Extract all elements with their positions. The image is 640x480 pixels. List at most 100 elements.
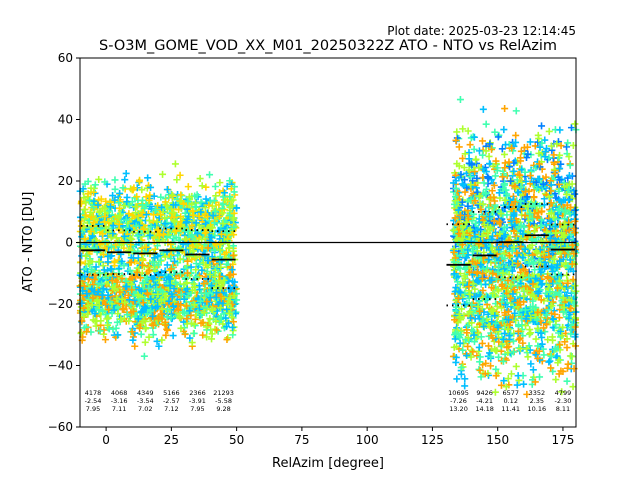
bin-count-label: 6577 (502, 389, 519, 397)
data-point (481, 370, 489, 378)
data-point (522, 282, 530, 290)
data-point (520, 223, 528, 231)
data-point (140, 225, 148, 233)
data-point (482, 189, 490, 197)
data-point (506, 294, 514, 302)
data-point (523, 345, 531, 353)
data-point (505, 308, 513, 316)
data-point (478, 317, 486, 325)
data-point (196, 286, 204, 294)
data-point (547, 199, 555, 207)
data-point (454, 294, 462, 302)
data-point (482, 120, 490, 128)
data-point (101, 336, 109, 344)
data-point (478, 339, 486, 347)
data-point (563, 364, 571, 372)
data-point (142, 211, 150, 219)
data-point (115, 204, 123, 212)
data-point (90, 276, 98, 284)
data-point (184, 257, 192, 265)
data-point (171, 218, 179, 226)
data-point (505, 251, 513, 259)
data-point (223, 323, 231, 331)
data-point (90, 184, 98, 192)
data-point (504, 276, 512, 284)
data-point (461, 300, 469, 308)
data-point (132, 209, 140, 217)
data-point (535, 160, 543, 168)
data-point (529, 317, 537, 325)
data-point (206, 198, 214, 206)
data-point (536, 373, 544, 381)
data-point (461, 150, 469, 158)
data-point (145, 196, 153, 204)
data-point (198, 266, 206, 274)
data-point (201, 204, 209, 212)
data-point (147, 183, 155, 191)
data-point (559, 294, 567, 302)
data-point (181, 330, 189, 338)
data-point (219, 220, 227, 228)
data-point (118, 241, 126, 249)
data-point (538, 280, 546, 288)
data-point (173, 176, 181, 184)
data-point (540, 195, 548, 203)
data-point (536, 143, 544, 151)
data-point (472, 156, 480, 164)
bin-mean-label: 2.35 (530, 397, 544, 405)
data-point (165, 297, 173, 305)
data-point (523, 154, 531, 162)
data-point (521, 306, 529, 314)
data-point (145, 216, 153, 224)
data-point (494, 164, 502, 172)
data-point (531, 223, 539, 231)
data-point (465, 294, 473, 302)
data-point (457, 364, 465, 372)
data-point (143, 289, 151, 297)
data-point (91, 181, 99, 189)
data-point (212, 289, 220, 297)
data-point (486, 140, 494, 148)
data-point (455, 287, 463, 295)
data-point (452, 329, 460, 337)
bin-mean-label: -7.26 (450, 397, 467, 405)
data-point (217, 263, 225, 271)
data-point (501, 309, 509, 317)
data-point (171, 160, 179, 168)
data-point (571, 217, 579, 225)
data-point (451, 227, 459, 235)
data-point (543, 311, 551, 319)
data-point (226, 294, 234, 302)
data-point (461, 188, 469, 196)
bin-std-label: 7.11 (112, 405, 126, 413)
data-point (476, 200, 484, 208)
data-point (220, 276, 228, 284)
data-point (553, 140, 561, 148)
data-point (157, 193, 165, 201)
data-point (138, 186, 146, 194)
data-point (501, 329, 509, 337)
data-point (546, 217, 554, 225)
data-point (98, 280, 106, 288)
data-point (213, 307, 221, 315)
data-point (535, 175, 543, 183)
data-point (203, 245, 211, 253)
data-point (105, 325, 113, 333)
bin-mean-label: -2.54 (85, 397, 102, 405)
data-point (206, 171, 214, 179)
data-point (468, 346, 476, 354)
data-point (464, 334, 472, 342)
data-point (90, 204, 98, 212)
data-point (551, 310, 559, 318)
data-point (229, 252, 237, 260)
data-point (504, 326, 512, 334)
data-point (122, 226, 130, 234)
data-point (204, 244, 212, 252)
data-point (481, 239, 489, 247)
data-point (468, 217, 476, 225)
data-point (487, 362, 495, 370)
data-point (501, 159, 509, 167)
data-point (470, 145, 478, 153)
data-point (538, 139, 546, 147)
data-point (452, 303, 460, 311)
